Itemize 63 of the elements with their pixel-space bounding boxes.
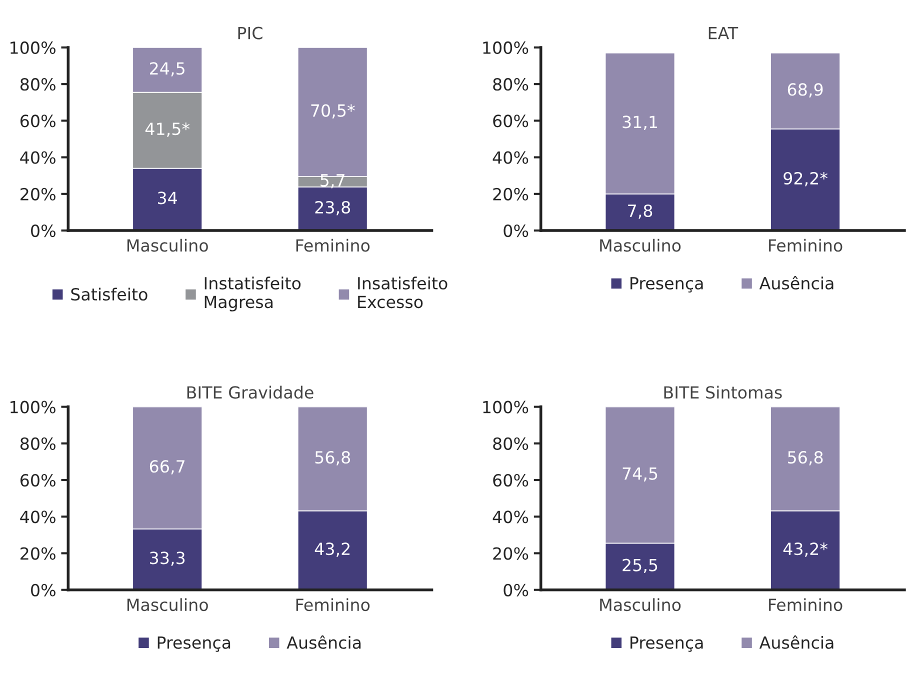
y-tick-label: 20%	[493, 188, 528, 200]
y-tick-label: 100%	[483, 400, 528, 414]
x-tick-label: Feminino	[296, 238, 370, 252]
y-tick-label: 60%	[493, 114, 528, 128]
x-tick-label: Masculino	[600, 598, 681, 612]
annotation: 68,9	[788, 83, 823, 98]
y-tick-label: 40%	[492, 510, 528, 524]
data-label: 24,5	[150, 62, 184, 76]
legend-label: Instatisfeito Magresa	[204, 276, 301, 312]
data-label: 34	[158, 192, 178, 204]
y-tick-label: 20%	[493, 547, 528, 560]
y-tick-label: 40%	[20, 510, 56, 524]
x-tick-label: Feminino	[769, 238, 842, 252]
chart-title: PIC	[238, 26, 262, 40]
data-label: 66,7	[150, 460, 184, 474]
x-tick-label: Masculino	[600, 238, 681, 252]
y-tick-label: 100%	[483, 41, 528, 54]
data-label: 43,2	[314, 542, 350, 557]
annotation: 92,2*	[784, 172, 828, 186]
y-tick-label: 20%	[20, 188, 56, 200]
legend-label: Ausência	[759, 276, 834, 290]
x-tick-label: Feminino	[296, 598, 370, 612]
y-tick-label: 80%	[20, 437, 56, 450]
data-label: 41,5*	[145, 122, 190, 137]
y-tick-label: 40%	[492, 151, 528, 164]
data-label: 56,8	[315, 451, 350, 466]
legend-label: Ausência	[286, 635, 361, 649]
legend-label: Presença	[630, 277, 703, 293]
data-label: 33,3	[150, 552, 185, 566]
legend-label: Insatisfeito Excesso	[358, 276, 448, 308]
legend-label: Ausência	[759, 635, 834, 649]
data-label: 25,5	[622, 558, 658, 574]
y-tick-label: 40%	[20, 151, 56, 164]
chart-title: BITE Gravidade	[187, 386, 314, 399]
data-label: 74,5	[622, 467, 658, 482]
x-tick-label: Masculino	[127, 598, 208, 612]
y-tick-label: 0%	[504, 224, 528, 238]
legend-label: Presença	[630, 636, 703, 652]
y-tick-label: 0%	[31, 224, 56, 238]
y-tick-label: 20%	[20, 547, 56, 560]
data-label: 5,7	[320, 174, 344, 188]
annotation: 31,1	[622, 116, 658, 130]
x-tick-label: Feminino	[769, 598, 842, 612]
data-label: 23,8	[315, 200, 350, 216]
y-tick-label: 100%	[10, 41, 56, 54]
legend-label: Presença	[158, 636, 230, 652]
y-tick-label: 0%	[504, 584, 528, 596]
y-tick-label: 0%	[31, 584, 56, 596]
y-tick-label: 60%	[20, 114, 56, 128]
x-tick-label: Masculino	[127, 238, 208, 252]
data-label: 43,2*	[783, 542, 828, 557]
annotation: 7,8	[628, 204, 652, 219]
y-tick-label: 60%	[493, 474, 528, 487]
data-label: 70,5*	[311, 104, 355, 119]
y-tick-label: 60%	[20, 474, 56, 487]
y-tick-label: 80%	[20, 78, 56, 91]
chart-title: EAT	[708, 26, 738, 40]
y-tick-label: 80%	[493, 78, 528, 91]
data-label: 56,8	[788, 451, 823, 466]
y-tick-label: 100%	[10, 400, 56, 414]
y-tick-label: 80%	[493, 437, 528, 450]
chart-title: BITE Sintomas	[664, 386, 782, 399]
legend-label: Satisfeito	[71, 288, 148, 301]
